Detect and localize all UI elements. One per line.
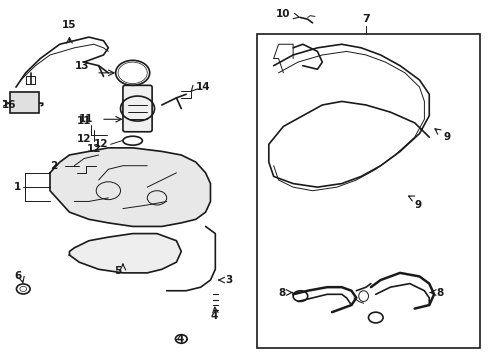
Text: 12: 12: [77, 134, 91, 144]
Text: 12: 12: [86, 144, 101, 154]
Text: 16: 16: [1, 100, 16, 110]
Text: 6: 6: [15, 271, 22, 282]
Text: 13: 13: [74, 61, 89, 71]
Text: 5: 5: [114, 266, 122, 276]
Text: 7: 7: [362, 14, 369, 24]
Text: 4: 4: [210, 311, 217, 321]
Text: 11: 11: [77, 116, 91, 126]
Text: 3: 3: [224, 275, 232, 285]
Text: 11: 11: [79, 114, 94, 124]
Text: 2: 2: [50, 161, 57, 171]
Text: 1: 1: [14, 182, 21, 192]
Text: 9: 9: [414, 200, 421, 210]
Text: 8: 8: [278, 288, 285, 297]
Text: 8: 8: [436, 288, 443, 297]
Polygon shape: [69, 234, 181, 273]
Text: 9: 9: [443, 132, 450, 142]
Text: 12: 12: [94, 139, 108, 149]
Text: 15: 15: [62, 20, 77, 30]
Text: 4: 4: [176, 334, 183, 344]
FancyBboxPatch shape: [10, 92, 39, 113]
FancyBboxPatch shape: [122, 85, 152, 132]
Text: 14: 14: [196, 82, 210, 92]
Polygon shape: [50, 148, 210, 226]
Text: 10: 10: [276, 9, 290, 19]
